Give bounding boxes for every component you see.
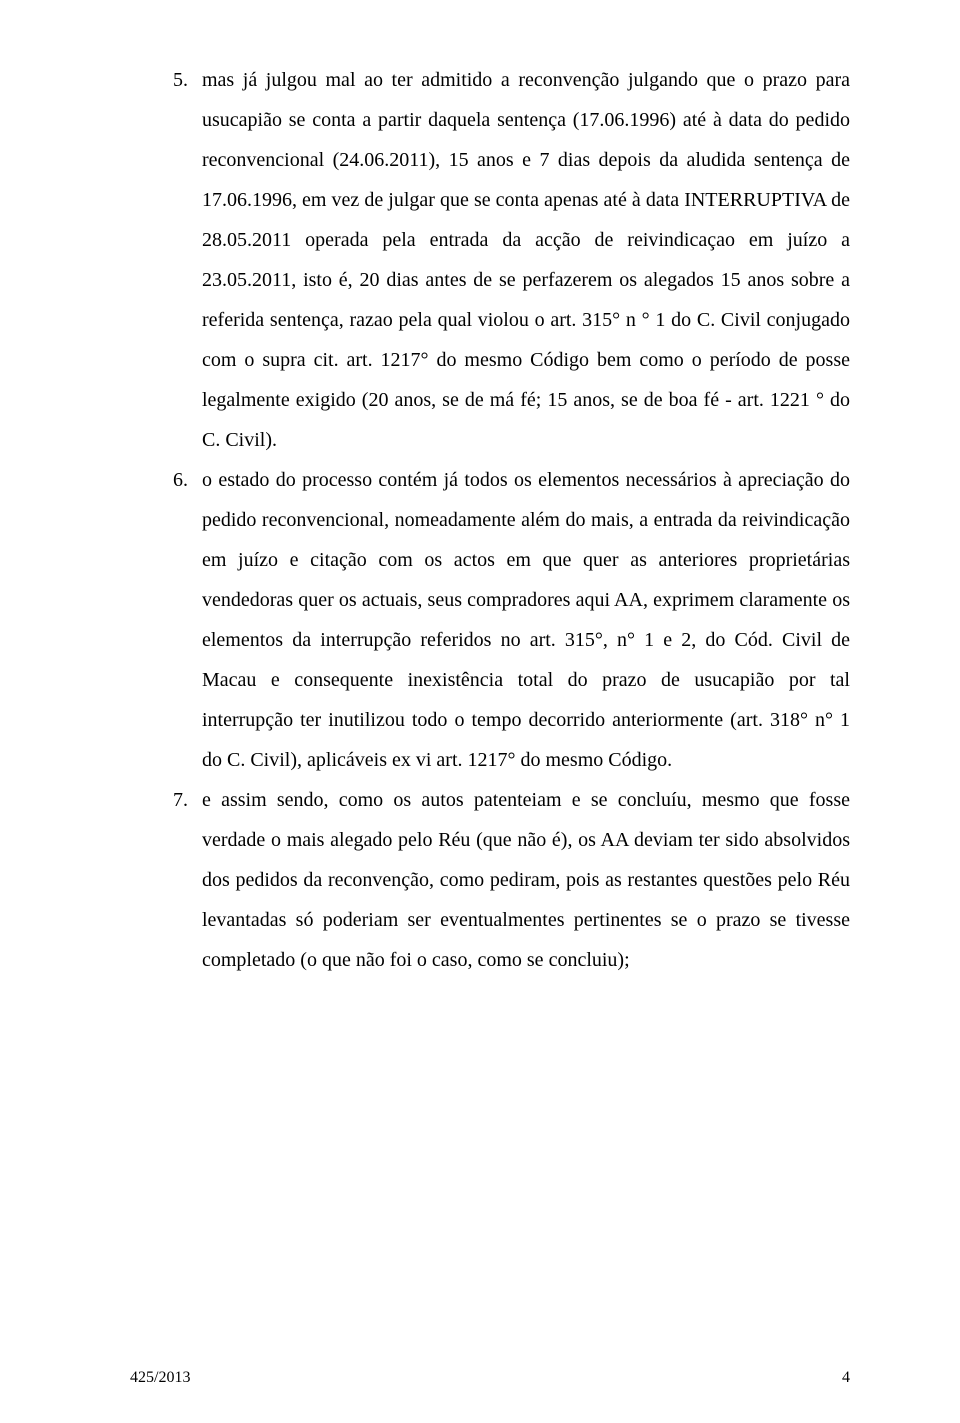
list-number: 6. <box>140 460 202 780</box>
footer-page-number: 4 <box>842 1369 850 1387</box>
footer-case-number: 425/2013 <box>130 1369 190 1387</box>
numbered-list: 5. mas já julgou mal ao ter admitido a r… <box>140 60 850 980</box>
page-footer: 425/2013 4 <box>130 1369 850 1387</box>
list-number: 7. <box>140 780 202 980</box>
document-page: 5. mas já julgou mal ao ter admitido a r… <box>0 0 960 1423</box>
list-text: e assim sendo, como os autos patenteiam … <box>202 780 850 980</box>
list-number: 5. <box>140 60 202 460</box>
list-text: mas já julgou mal ao ter admitido a reco… <box>202 60 850 460</box>
list-text: o estado do processo contém já todos os … <box>202 460 850 780</box>
list-item: 7. e assim sendo, como os autos patentei… <box>140 780 850 980</box>
list-item: 5. mas já julgou mal ao ter admitido a r… <box>140 60 850 460</box>
list-item: 6. o estado do processo contém já todos … <box>140 460 850 780</box>
